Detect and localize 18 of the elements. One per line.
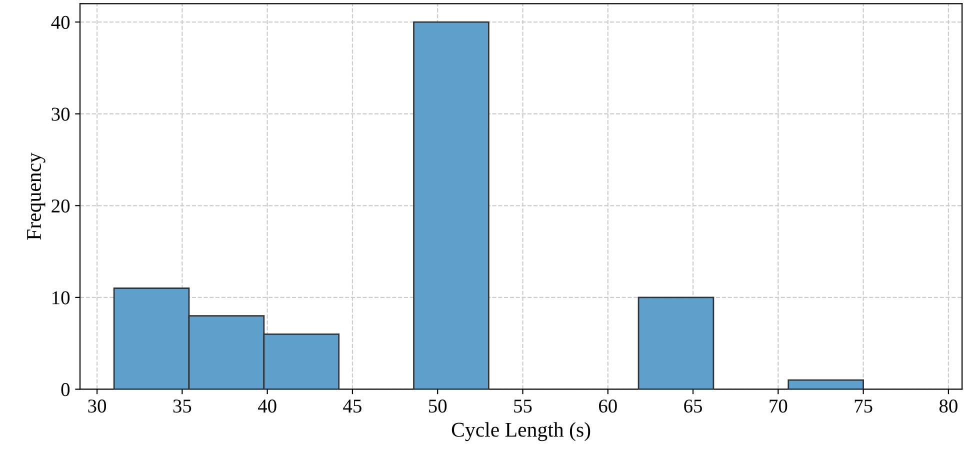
y-tick-label: 20: [52, 199, 70, 213]
y-axis-title: Frequency: [27, 152, 46, 240]
x-tick-label: 40: [258, 400, 276, 413]
x-tick-label: 35: [173, 400, 192, 413]
x-tick-label: 55: [514, 400, 532, 413]
y-tick-label: 40: [51, 16, 70, 29]
x-tick-label: 70: [770, 400, 788, 413]
y-tick-label: 0: [61, 383, 70, 396]
x-tick-label: 60: [599, 400, 617, 413]
x-tick-label: 30: [88, 400, 106, 413]
x-tick-label: 75: [854, 400, 872, 413]
x-tick-label: 80: [939, 400, 958, 413]
y-tick-label: 10: [52, 291, 70, 304]
x-tick-label: 50: [429, 400, 447, 413]
y-tick-label: 30: [52, 108, 70, 121]
x-axis-title: Cycle Length (s): [452, 422, 590, 442]
x-tick-label: 45: [343, 400, 362, 413]
x-tick-label: 65: [684, 400, 702, 413]
